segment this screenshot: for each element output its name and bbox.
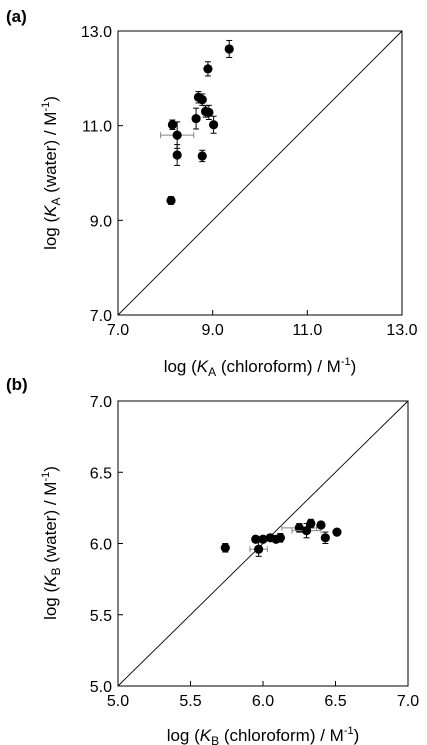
panel-b-xlabel-sub: B	[211, 734, 219, 745]
panel-a-diagonal-line	[117, 30, 403, 316]
panel-b-marker	[251, 534, 261, 544]
panel-b-x-tick-label: 6.5	[324, 693, 346, 710]
panel-a-plot-frame	[117, 30, 403, 316]
panel-a-marker	[203, 64, 213, 74]
panel-b-marker	[220, 543, 230, 553]
panel-b-marker	[301, 526, 312, 536]
panel-b-y-tick-label: 7.0	[90, 394, 112, 411]
panel-a-data-point	[203, 61, 213, 77]
panel-b-data-point	[220, 543, 230, 553]
panel-a: (a) 7.0 9.0 11.0 13.07.09.011.013.0 log (KA…	[6, 7, 418, 379]
panel-a-data-point	[197, 149, 207, 163]
panel-a-xlabel-var: K	[197, 357, 209, 376]
panel-b-data-points	[220, 518, 342, 557]
panel-b-marker	[320, 533, 330, 543]
panel-b-y-tick-label: 5.5	[90, 608, 112, 625]
panel-b-marker	[275, 533, 285, 543]
panel-b-marker	[294, 523, 304, 533]
panel-a-y-tick-label: 9.0	[90, 213, 112, 230]
panel-a-marker	[191, 113, 201, 124]
panel-a-data-points	[160, 39, 234, 206]
panel-b-data-point	[316, 520, 326, 530]
panel-b-xlabel-end: )	[354, 726, 360, 745]
panel-a-data-point	[224, 39, 234, 59]
panel-b-ylabel-end: )	[41, 466, 60, 472]
panel-a-data-point	[204, 104, 214, 121]
panel-a-marker	[166, 195, 176, 206]
panel-a-x-tick-label: 13.0	[386, 322, 417, 339]
panel-a-data-point	[167, 119, 178, 130]
panel-b-xlabel-post: (chloroform) / M	[219, 726, 344, 745]
panel-a-data-point	[172, 144, 182, 166]
panel-b-y-axis-title: log (KB (water) / M-1)	[40, 466, 63, 620]
panel-b-y-tick-label: 6.0	[90, 537, 112, 554]
panel-a-label: (a)	[6, 7, 27, 26]
panel-a-x-axis-title: log (KA (chloroform) / M-1)	[164, 356, 357, 379]
panel-a-y-tick-label: 13.0	[81, 24, 112, 41]
panel-b-marker	[316, 520, 326, 530]
panel-b-ylabel-sub: B	[49, 567, 63, 575]
panel-b-marker	[332, 527, 342, 537]
panel-a-ticks: 7.0 9.0 11.0 13.0 7.0 9.0 11.0 13.0	[81, 24, 418, 339]
panel-a-data-point	[166, 195, 176, 206]
panel-b-data-point	[258, 534, 268, 544]
panel-a-marker	[172, 150, 182, 160]
panel-b-ylabel-var: K	[41, 575, 60, 587]
panel-a-y-axis-title: log (KA (water) / M-1)	[40, 96, 63, 250]
panel-a-ylabel-end: )	[41, 96, 60, 102]
panel-a-marker	[172, 130, 182, 140]
panel-b-data-point	[306, 518, 316, 529]
panel-a-marker	[204, 107, 214, 118]
panel-a-y-tick-label: 11.0	[82, 119, 112, 136]
panel-b-x-tick-label: 5.0	[107, 693, 129, 710]
panel-b-xlabel-pre: log (	[167, 726, 200, 745]
panel-a-data-point	[191, 107, 201, 130]
panel-a-ylabel-var: K	[41, 205, 60, 217]
panel-a-marker	[197, 151, 207, 161]
panel-b-data-point	[275, 533, 285, 543]
panel-a-ylabel-sub: A	[49, 197, 63, 205]
panel-a-xlabel-end: )	[351, 357, 357, 376]
panel-b-x-tick-label: 6.0	[252, 693, 274, 710]
panel-b-label: (b)	[6, 375, 28, 394]
panel-b-data-point	[332, 527, 342, 537]
panel-a-data-point	[209, 115, 219, 134]
panel-a-xlabel-post: (chloroform) / M	[216, 357, 341, 376]
panel-b-data-point	[249, 541, 268, 557]
panel-b-marker	[258, 534, 268, 544]
panel-b-x-tick-label: 7.0	[397, 693, 419, 710]
panel-a-ylabel-post: (water) / M	[41, 112, 60, 198]
panel-b-ylabel-pre: log (	[41, 587, 60, 620]
panel-b-x-tick-label: 5.5	[179, 693, 201, 710]
panel-a-ylabel-pre: log (	[41, 217, 60, 250]
panel-b-ylabel-post: (water) / M	[41, 482, 60, 568]
panel-b-y-tick-label: 6.5	[90, 465, 112, 482]
panel-b-marker	[254, 544, 264, 554]
panel-b-marker	[306, 518, 316, 529]
panel-a-y-tick-label: 7.0	[90, 308, 112, 325]
panel-a-marker	[224, 44, 234, 54]
panel-b-ticks: 5.0 5.5 6.0 6.5 7.0 5.0 5.5 6.0 6.5 7.0	[90, 394, 419, 710]
panel-a-x-tick-label: 9.0	[202, 322, 224, 339]
panel-a-xlabel-sub: A	[208, 365, 216, 379]
panel-b-x-axis-title: log (KB (chloroform) / M-1)	[167, 725, 360, 745]
panel-a-ylabel-sup: -1	[40, 102, 52, 112]
panel-b-xlabel-var: K	[200, 726, 212, 745]
panel-a-marker	[167, 120, 178, 130]
panel-a-data-point	[160, 121, 195, 149]
panel-a-xlabel-pre: log (	[164, 357, 197, 376]
panel-a-marker	[197, 95, 207, 105]
panel-b: (b) 5.0 5.5 6.0 6.5 7.0 5.0 5.5 6.0 6.5 7.0 log (…	[6, 375, 419, 745]
panel-a-xlabel-sup: -1	[341, 356, 351, 368]
panel-b-xlabel-sup: -1	[344, 725, 354, 737]
panel-b-y-tick-label: 5.0	[90, 679, 112, 696]
panel-a-x-tick-label: 11.0	[292, 322, 322, 339]
panel-a-x-tick-label: 7.0	[107, 322, 129, 339]
panel-b-data-point	[320, 531, 330, 544]
panel-a-marker	[209, 120, 219, 130]
panel-b-ylabel-sup: -1	[40, 472, 52, 482]
